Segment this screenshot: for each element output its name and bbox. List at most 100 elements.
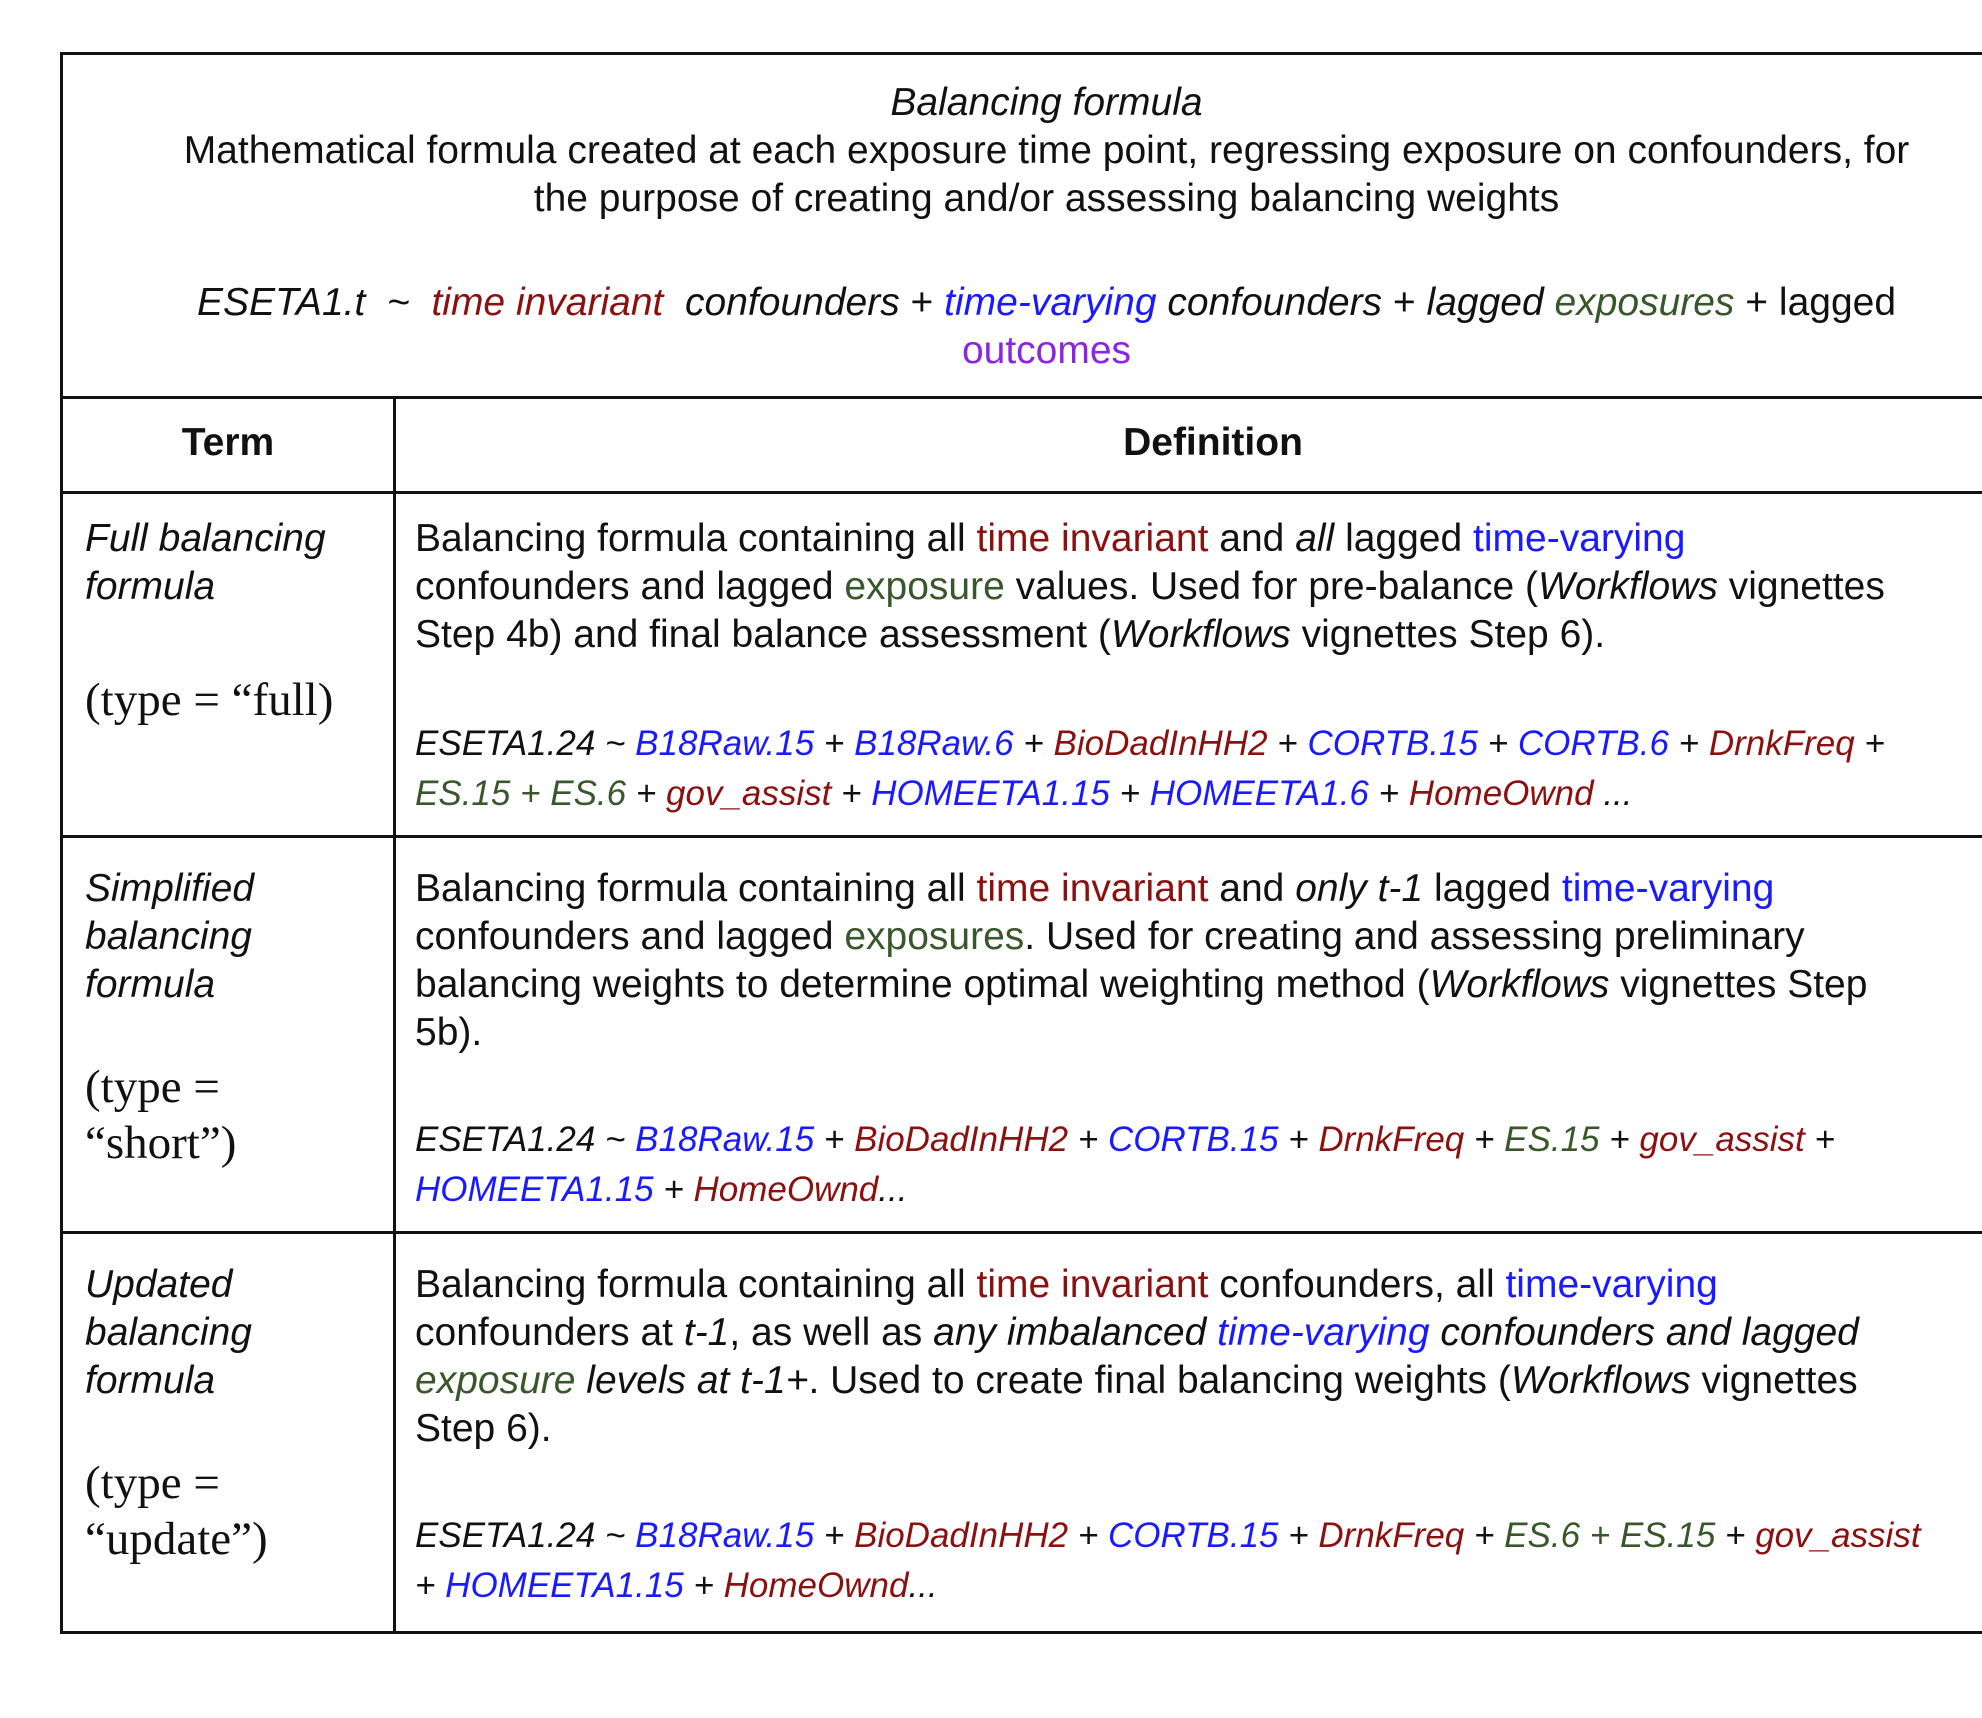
definition-text: time invariant: [976, 867, 1209, 910]
formula-exposures: exposures: [1554, 281, 1735, 324]
definition-text: confounders, all: [1208, 1263, 1506, 1306]
definition-text: confounders and lagged: [415, 915, 845, 958]
definition-text: . Used to create final balancing weights…: [808, 1359, 1511, 1402]
column-header-definition: Definition: [1123, 421, 1303, 464]
term-line: balancing: [85, 1311, 252, 1354]
definition-text: Workflows: [1510, 1359, 1691, 1402]
formula-term: B18Raw.15: [635, 724, 815, 763]
formula-time-varying: time-varying: [944, 281, 1157, 324]
formula-lagged-1: lagged: [1426, 281, 1544, 324]
term-updated: Updated balancing formula: [85, 1261, 252, 1405]
definition-text: time-varying: [1473, 517, 1686, 560]
term-line: formula: [85, 1359, 216, 1402]
term-line: balancing: [85, 915, 252, 958]
formula-term: BioDadInHH2: [854, 1516, 1069, 1555]
definition-text: time invariant: [976, 517, 1209, 560]
formula-example-full: ESETA1.24 ~ B18Raw.15 + B18Raw.6 + BioDa…: [415, 719, 1982, 819]
term-line: Full balancing: [85, 517, 326, 560]
definition-text: confounders and lagged: [415, 565, 845, 608]
general-formula: ESETA1.t ~ time invariant confounders + …: [63, 279, 1982, 375]
definition-text: 5b).: [415, 1011, 483, 1054]
formula-term: +: [1804, 1120, 1835, 1159]
definition-text: Balancing formula containing all: [415, 867, 977, 910]
formula-term: +: [1477, 724, 1518, 763]
formula-term: ES.15 + ES.6: [415, 774, 627, 813]
description-line-2: the purpose of creating and/or assessing…: [533, 177, 1560, 220]
formula-confounders-2: confounders: [1167, 281, 1383, 324]
definition-text: vignettes Step 6).: [1290, 613, 1606, 656]
definition-simplified: Balancing formula containing all time in…: [415, 865, 1982, 1057]
definition-text: only t-1: [1295, 867, 1424, 910]
formula-term: +: [653, 1170, 694, 1209]
formula-term: ...: [908, 1566, 938, 1605]
balancing-formula-table: Balancing formula Mathematical formula c…: [60, 52, 1982, 1634]
definition-text: Workflows: [1538, 565, 1718, 608]
column-divider: [393, 399, 396, 1634]
term-line: Updated: [85, 1263, 233, 1306]
formula-term: +: [1715, 1516, 1756, 1555]
term-simplified: Simplified balancing formula: [85, 865, 254, 1009]
formula-term: +: [814, 1516, 855, 1555]
formula-plus-3: +: [1745, 281, 1769, 324]
definition-text: Balancing formula containing all: [415, 517, 977, 560]
term-line: formula: [85, 565, 216, 608]
formula-term: +: [1464, 1516, 1505, 1555]
definition-text: all: [1295, 517, 1335, 560]
definition-text: any imbalanced: [933, 1311, 1218, 1354]
description-line-1: Mathematical formula created at each exp…: [183, 129, 1910, 172]
formula-term: +: [814, 1120, 855, 1159]
definition-text: Workflows: [1429, 963, 1610, 1006]
formula-confounders-1: confounders: [685, 281, 900, 324]
formula-term: CORTB.6: [1517, 724, 1669, 763]
definition-text: Workflows: [1110, 613, 1291, 656]
formula-term: +: [814, 724, 855, 763]
formula-term: +: [415, 1566, 446, 1605]
formula-term: +: [1068, 1516, 1108, 1555]
formula-term: ...: [1593, 774, 1633, 813]
formula-term: +: [831, 774, 872, 813]
formula-term: gov_assist: [666, 774, 832, 813]
formula-tilde: ~: [386, 281, 410, 324]
row-divider: [63, 835, 1982, 838]
formula-term: +: [683, 1566, 724, 1605]
formula-term: B18Raw.15: [635, 1516, 815, 1555]
formula-term: +: [1109, 774, 1150, 813]
definition-text: exposures: [844, 915, 1025, 958]
formula-term: CORTB.15: [1307, 724, 1478, 763]
formula-term: HOMEETA1.15: [871, 774, 1110, 813]
table-header-cell: Balancing formula Mathematical formula c…: [63, 55, 1982, 399]
formula-term: +: [1368, 774, 1409, 813]
formula-term: +: [1464, 1120, 1505, 1159]
definition-text: vignettes Step: [1609, 963, 1868, 1006]
formula-term: BioDadInHH2: [1053, 724, 1268, 763]
definition-text: , as well as: [729, 1311, 934, 1354]
definition-full: Balancing formula containing all time in…: [415, 515, 1982, 659]
definition-text: time invariant: [976, 1263, 1209, 1306]
definition-updated: Balancing formula containing all time in…: [415, 1261, 1982, 1453]
formula-term: +: [1854, 724, 1885, 763]
formula-term: HOMEETA1.6: [1149, 774, 1369, 813]
definition-text: confounders at: [415, 1311, 684, 1354]
type-full: (type = “full): [85, 674, 334, 726]
formula-lagged-2: lagged: [1778, 281, 1897, 324]
formula-time-invariant: time invariant: [431, 281, 664, 324]
formula-term: +: [1278, 1516, 1319, 1555]
formula-outcomes: outcomes: [961, 329, 1132, 372]
definition-text: time-varying: [1561, 867, 1775, 910]
definition-text: lagged: [1423, 867, 1562, 910]
formula-term: DrnkFreq: [1318, 1120, 1465, 1159]
formula-term: BioDadInHH2: [854, 1120, 1069, 1159]
formula-term: gov_assist: [1639, 1120, 1805, 1159]
formula-example-short: ESETA1.24 ~ B18Raw.15 + BioDadInHH2 + CO…: [415, 1115, 1982, 1215]
table-title: Balancing formula: [890, 81, 1203, 124]
row-divider: [63, 491, 1982, 494]
formula-lhs: ESETA1.t: [196, 281, 366, 324]
type-update: (type = “update”): [85, 1455, 268, 1567]
type-line: (type =: [85, 1457, 220, 1509]
formula-term: ESETA1.24 ~: [415, 724, 636, 763]
formula-plus-2: +: [1392, 281, 1416, 324]
formula-term: +: [1599, 1120, 1640, 1159]
type-line: “update”): [85, 1513, 268, 1565]
formula-term: ES.15: [1504, 1120, 1600, 1159]
formula-term: +: [1668, 724, 1709, 763]
